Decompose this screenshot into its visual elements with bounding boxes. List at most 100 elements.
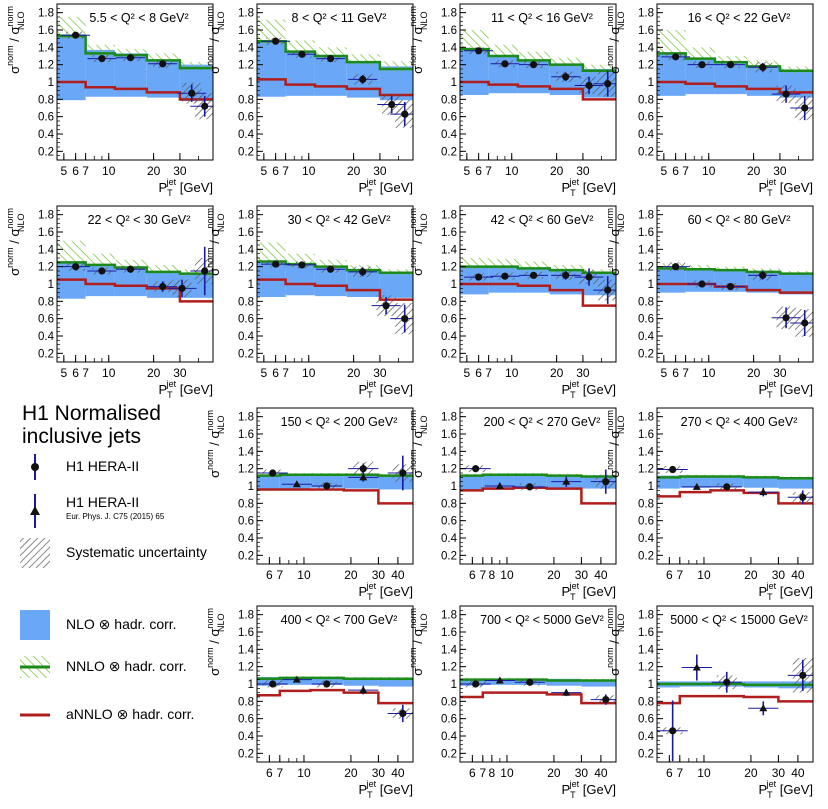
y-tick-label: 0.4 [441, 331, 458, 343]
data-point [269, 469, 277, 477]
y-tick-label: 1 [48, 279, 54, 291]
x-tick-label: 7 [276, 568, 283, 582]
data-point [126, 54, 135, 62]
x-tick-label: 8 [488, 766, 495, 780]
chart-panel: 0.2 0.4 0.6 0.8 1.2 1.4 1.6 1.8 1 5 6 7 10 20 30PTjet … [205, 205, 414, 400]
x-axis-label: PTjet [GeV] [758, 177, 813, 198]
x-tick-label: 30 [773, 164, 787, 178]
panel-title: 270 < Q² < 400 GeV² [681, 415, 798, 429]
y-tick-label: 0.6 [238, 314, 254, 326]
y-tick-label: 0.2 [238, 748, 254, 760]
x-tick-label: 10 [500, 766, 514, 780]
x-tick-label: 30 [772, 568, 786, 582]
y-tick-label: 1.2 [441, 262, 457, 274]
nnlo-band [685, 264, 715, 271]
y-tick-label: 0.4 [638, 331, 655, 343]
x-axis-label: PTjet [GeV] [758, 581, 813, 602]
nnlo-band [488, 258, 518, 270]
x-tick-label: 30 [372, 568, 386, 582]
y-tick-label: 0.6 [38, 314, 54, 326]
y-tick-label: 0.6 [441, 314, 457, 326]
legend-label-h1-prev: H1 HERA-II [66, 494, 140, 510]
x-tick-label: 6 [266, 766, 273, 780]
panel-title: 22 < Q² < 30 GeV² [88, 213, 191, 227]
y-tick-label: 1 [451, 481, 457, 493]
data-point [604, 286, 612, 294]
y-tick-label: 1.8 [638, 412, 654, 424]
data-point [801, 104, 809, 112]
data-point [723, 678, 731, 686]
nlo-band [460, 49, 489, 95]
y-tick-label: 1 [648, 481, 654, 493]
y-tick-label: 0.8 [441, 696, 457, 708]
x-tick-label: 5 [260, 164, 267, 178]
nnlo-band [714, 56, 747, 65]
y-tick-label: 0.6 [38, 112, 54, 124]
x-tick-label: 7 [682, 366, 689, 380]
x-tick-label: 40 [391, 568, 405, 582]
nlo-band [657, 268, 686, 293]
y-tick-label: 0.2 [638, 146, 654, 158]
data-point [72, 263, 80, 271]
x-tick-label: 7 [282, 366, 289, 380]
y-tick-label: 0.8 [638, 498, 654, 510]
data-point [782, 314, 790, 322]
y-tick-label: 1 [451, 279, 457, 291]
y-tick-label: 1.6 [238, 227, 254, 239]
x-tick-label: 10 [702, 366, 716, 380]
x-tick-label: 6 [272, 366, 279, 380]
y-axis-label: σnorm / σnormNLO [605, 208, 626, 276]
triangle-marker-icon [30, 494, 40, 528]
x-tick-label: 10 [302, 164, 316, 178]
x-axis-label: PTjet [GeV] [561, 779, 616, 800]
x-tick-label: 5 [660, 366, 667, 380]
x-tick-label: 7 [682, 164, 689, 178]
y-tick-label: 0.8 [238, 94, 254, 106]
data-point [98, 55, 106, 63]
data-point [272, 37, 280, 45]
y-tick-label: 0.8 [38, 94, 54, 106]
y-axis-label: σnorm / σnormNLO [605, 608, 626, 676]
x-tick-label: 40 [594, 568, 608, 582]
x-tick-label: 6 [72, 366, 79, 380]
nlo-band [314, 56, 347, 96]
x-tick-label: 6 [672, 164, 679, 178]
x-tick-label: 6 [666, 568, 673, 582]
legend-label-syst: Systematic uncertainty [66, 544, 207, 560]
y-tick-label: 1.2 [238, 262, 254, 274]
data-point [388, 100, 396, 109]
y-tick-label: 1 [451, 77, 457, 89]
x-tick-label: 7 [282, 164, 289, 178]
y-tick-label: 1 [248, 279, 254, 291]
x-axis-label: PTjet [GeV] [358, 779, 413, 800]
y-tick-label: 0.2 [441, 748, 457, 760]
annlo-line [257, 78, 413, 97]
y-tick-label: 0.2 [638, 748, 654, 760]
data-point [801, 319, 809, 327]
data-point-prev [562, 688, 571, 696]
data-point-prev [359, 686, 368, 694]
legend-label-h1: H1 HERA-II [66, 458, 140, 474]
data-point [698, 280, 706, 288]
x-tick-label: 7 [82, 164, 89, 178]
x-tick-label: 10 [102, 366, 116, 380]
legend-title: H1 Normalised inclusive jets [22, 402, 161, 448]
y-tick-label: 1.8 [238, 412, 254, 424]
y-tick-label: 1.6 [638, 429, 654, 441]
y-tick-label: 1.8 [638, 8, 654, 20]
data-point [672, 263, 680, 271]
y-tick-label: 1.6 [38, 25, 54, 37]
blue-box-icon [20, 610, 50, 640]
plot-area [460, 465, 616, 505]
x-tick-label: 6 [469, 766, 476, 780]
data-point [298, 50, 306, 58]
y-tick-label: 0.4 [238, 129, 255, 141]
x-tick-label: 10 [500, 568, 514, 582]
data-point [188, 89, 196, 97]
y-tick-label: 0.6 [238, 714, 254, 726]
data-point [585, 273, 593, 281]
y-tick-label: 0.8 [638, 296, 654, 308]
data-point [399, 709, 407, 718]
annlo-line [257, 278, 413, 301]
